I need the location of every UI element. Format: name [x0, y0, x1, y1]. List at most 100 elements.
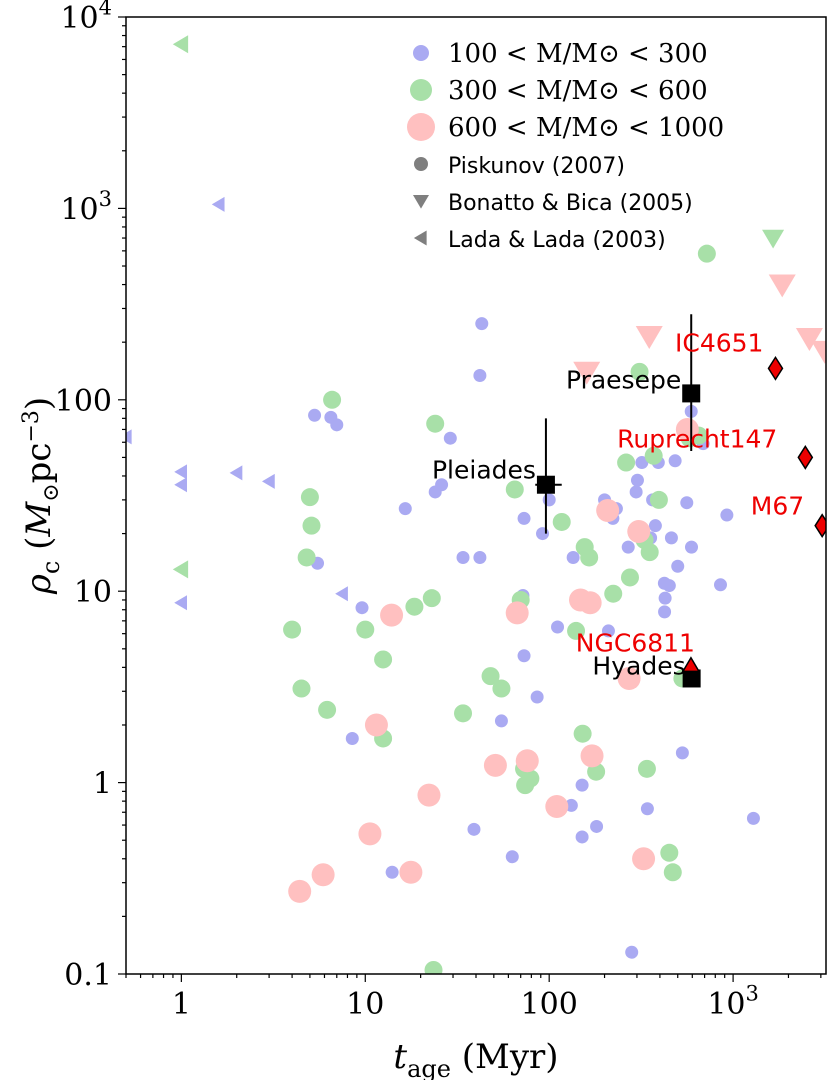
data-point-circle — [552, 512, 571, 531]
data-point-circle — [385, 865, 399, 879]
data-point-circle — [617, 453, 636, 472]
data-point-circle — [308, 408, 322, 422]
data-point-circle — [604, 584, 623, 603]
data-point-circle — [566, 550, 580, 564]
annotation-label: M67 — [751, 492, 804, 521]
legend-marker — [407, 113, 435, 141]
x-tick-label: 10 — [346, 987, 384, 1022]
data-point-circle — [473, 368, 487, 382]
data-point-circle — [625, 945, 639, 959]
legend-label: 600 < M/M⊙ < 1000 — [448, 113, 724, 143]
data-point-square — [536, 475, 555, 494]
data-point-triangle-down — [811, 340, 826, 364]
data-point-circle — [505, 480, 524, 499]
data-point-circle — [575, 830, 589, 844]
legend-label: Bonatto & Bica (2005) — [448, 191, 693, 216]
data-point-circle — [356, 620, 375, 639]
data-point-circle — [426, 414, 445, 433]
data-point-circle — [630, 362, 649, 381]
data-point-circle — [675, 746, 689, 760]
data-point-triangle-left — [229, 465, 243, 481]
data-point-diamond — [767, 355, 784, 381]
data-point-circle — [629, 485, 643, 499]
data-point-circle — [456, 550, 470, 564]
x-tick-label: 103 — [707, 982, 759, 1023]
data-point-circle — [300, 488, 319, 507]
data-point-circle — [601, 624, 615, 638]
data-point-circle — [355, 601, 369, 615]
data-point-circle — [580, 744, 604, 768]
legend: 100 < M/M⊙ < 300 300 < M/M⊙ < 600 600 < M/… — [407, 39, 724, 253]
data-point-circle — [635, 456, 649, 470]
data-point-triangle-down — [635, 326, 663, 349]
data-point-circle — [575, 778, 589, 792]
data-point-circle — [675, 417, 699, 441]
y-tick-label: 10 — [74, 575, 112, 610]
data-point-circle — [536, 527, 550, 541]
y-axis-label: ρc (M⊙pc−3) — [19, 397, 65, 595]
data-point-circle — [720, 508, 734, 522]
data-point-circle — [649, 490, 668, 509]
data-point-diamond — [797, 445, 814, 470]
data-point-circle — [664, 531, 678, 545]
data-point-square — [682, 384, 701, 403]
legend-marker — [413, 195, 429, 209]
data-point-circle — [580, 548, 599, 567]
data-point-circle — [530, 690, 544, 704]
data-point-circle — [630, 473, 644, 487]
data-point-circle — [405, 597, 424, 616]
axes: 1 10 100 103 0.1 1 10 100 103 104 — [55, 0, 827, 1023]
annotation-label: Pleiades — [432, 456, 536, 485]
data-point-circle — [374, 650, 393, 669]
data-point-square — [682, 669, 701, 688]
data-point-circle — [684, 540, 698, 554]
data-point-circle — [637, 759, 656, 778]
data-point-triangle-left — [211, 196, 225, 212]
data-point-triangle-left — [174, 477, 187, 493]
data-point-circle — [302, 516, 321, 535]
annotation-label: NGC6811 — [576, 628, 695, 657]
data-point-circle — [297, 548, 316, 567]
data-point-triangle-left — [172, 35, 189, 54]
data-point-circle — [311, 863, 335, 887]
legend-label: Lada & Lada (2003) — [448, 228, 666, 253]
y-tick-label: 0.1 — [64, 958, 112, 993]
data-point-circle — [680, 496, 694, 510]
data-point-circle — [481, 667, 500, 686]
data-point-circle — [473, 550, 487, 564]
legend-marker — [413, 230, 427, 246]
data-point-circle — [505, 850, 519, 864]
legend-label: 300 < M/M⊙ < 600 — [448, 76, 708, 106]
data-point-triangle-left — [172, 560, 189, 579]
data-point-circle — [443, 431, 457, 445]
data-point-circle — [746, 811, 760, 825]
data-point-circle — [632, 847, 656, 871]
annotation-label: IC4651 — [675, 328, 763, 357]
y-tick-label: 103 — [60, 187, 112, 228]
data-point-circle — [521, 769, 540, 788]
data-point-triangle-left — [335, 586, 348, 602]
annotation-label: Hyades — [592, 651, 685, 680]
legend-marker — [413, 45, 429, 61]
data-point-triangle-down — [795, 328, 823, 351]
y-tick-label: 104 — [60, 0, 112, 36]
data-point-circle — [417, 783, 441, 807]
legend-label: Piskunov (2007) — [448, 154, 625, 179]
data-point-circle — [398, 502, 412, 516]
legend-marker — [414, 157, 428, 171]
annotation-label: Praesepe — [566, 365, 681, 394]
data-point-circle — [330, 418, 344, 432]
data-point-circle — [671, 559, 685, 573]
data-point-circle — [620, 568, 639, 587]
data-point-circle — [617, 666, 641, 690]
data-point-circle — [283, 620, 302, 639]
data-point-circle — [644, 446, 663, 465]
data-point-triangle-down — [762, 229, 785, 249]
data-point-circle — [542, 493, 556, 507]
data-point-circle — [668, 454, 682, 468]
data-point-circle — [697, 244, 716, 263]
data-point-circle — [517, 511, 531, 525]
y-tick-label: 100 — [55, 384, 112, 419]
